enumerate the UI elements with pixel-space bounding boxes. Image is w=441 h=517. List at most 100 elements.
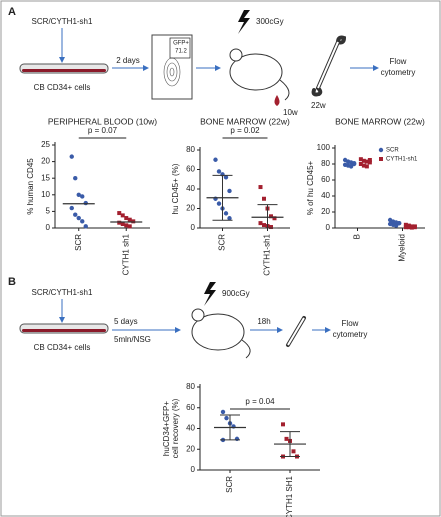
y-tick-label: 60: [186, 165, 195, 174]
readout: cytometry: [381, 68, 416, 77]
radiation-icon: [238, 10, 250, 34]
y-tick-label: 40: [321, 191, 330, 200]
data-point: [291, 449, 296, 454]
chart-title: PERIPHERAL BLOOD (10w): [48, 116, 157, 126]
y-tick-label: 40: [186, 184, 195, 193]
data-point: [393, 223, 399, 228]
step: 5 days: [114, 317, 138, 326]
contour: [169, 67, 175, 77]
x-tick-label: CYTH1-sh1: [263, 233, 272, 275]
data-point: [216, 169, 222, 174]
data-point: [117, 220, 122, 225]
y-tick-label: 20: [186, 444, 195, 453]
construct: SCR/CYTH1-sh1: [32, 17, 93, 26]
mouse-tail: [241, 339, 251, 359]
data-point: [269, 225, 273, 230]
gate-name: GFP+: [173, 41, 189, 47]
data-point: [284, 436, 289, 441]
data-point: [364, 159, 369, 164]
y-tick-label: 25: [41, 140, 50, 149]
data-point: [358, 157, 363, 162]
legend-label: CYTH1-sh1: [386, 157, 418, 163]
source: CB CD34+ cells: [34, 83, 91, 92]
data-point: [73, 212, 78, 217]
dose: 300cGy: [256, 17, 284, 26]
data-point: [127, 224, 132, 229]
time-blood: 10w: [283, 108, 298, 117]
data-point: [358, 162, 363, 166]
x-tick-label: Myeloid: [398, 234, 407, 262]
data-point: [131, 219, 136, 224]
data-point: [367, 160, 372, 165]
y-tick-label: 20: [186, 204, 195, 213]
data-point: [403, 225, 408, 230]
panel-a: A SCR/CYTH1-sh1 CB CD34+ cells 2 days GF…: [8, 6, 415, 117]
step: 2 days: [116, 56, 140, 65]
y-tick-label: 80: [186, 382, 195, 391]
mouse: [229, 53, 283, 91]
x-tick-label: CYTH1 sh1: [121, 233, 130, 275]
y-tick-label: 15: [41, 173, 50, 182]
y-tick-label: 60: [186, 403, 195, 412]
panel-label: A: [8, 6, 16, 18]
data-point: [412, 225, 417, 230]
data-point: [364, 164, 369, 169]
y-tick-label: 20: [41, 157, 50, 166]
annotation: p = 0.02: [230, 126, 260, 135]
y-tick-label: 20: [321, 207, 330, 216]
radiation-icon: [204, 282, 216, 306]
data-point: [227, 188, 232, 194]
flow-plot: [151, 34, 193, 100]
x-tick-label: SCR: [218, 234, 227, 251]
step: 5mln/NSG: [114, 335, 151, 344]
cell-layer: [22, 69, 106, 72]
y-tick-label: 60: [321, 175, 330, 184]
x-tick-label: SCR: [225, 476, 234, 493]
data-point: [348, 164, 354, 169]
data-point: [216, 201, 222, 206]
annotation: p = 0.07: [88, 126, 118, 135]
data-point: [220, 409, 226, 415]
data-point: [272, 216, 277, 221]
y-tick-label: 0: [191, 223, 196, 232]
data-point: [80, 194, 85, 199]
gate-value: 71.2: [175, 49, 187, 55]
readout: Flow: [390, 57, 407, 66]
x-tick-label: SCR: [74, 234, 83, 251]
data-point: [367, 158, 372, 162]
data-point: [120, 213, 125, 218]
data-point: [227, 216, 232, 221]
data-point: [73, 176, 78, 181]
data-point: [396, 221, 402, 226]
y-tick-label: 80: [321, 159, 330, 168]
data-point: [69, 154, 74, 159]
bone-inner: [317, 41, 339, 89]
legend-marker: [379, 157, 383, 161]
y-axis-label: % human CD45: [26, 158, 35, 215]
readout: Flow: [342, 319, 359, 328]
x-tick-label: CYTH1 SH1: [285, 475, 294, 517]
data-point: [127, 217, 132, 222]
data-point: [117, 211, 122, 216]
mouse-tail: [279, 79, 290, 101]
time: 18h: [257, 317, 270, 326]
data-point: [80, 219, 85, 224]
data-point: [406, 225, 411, 230]
data-point: [83, 224, 88, 229]
y-tick-label: 0: [326, 223, 331, 232]
readout: cytometry: [333, 330, 368, 339]
data-point: [224, 415, 229, 421]
data-point: [234, 436, 240, 442]
charts: 0 5 10 15 20 25 % human CD45 PERIPHERAL BLOOD (…: [26, 116, 425, 517]
y-tick-label: 10: [41, 190, 50, 199]
data-point: [281, 422, 285, 427]
data-point: [69, 205, 74, 211]
cell-layer: [22, 329, 106, 332]
contour: [166, 62, 178, 82]
data-point: [361, 163, 366, 168]
data-point: [124, 216, 129, 221]
panel-b: B SCR/CYTH1-sh1 CB CD34+ cells 5 days 5m…: [8, 276, 368, 359]
legend-marker: [378, 147, 384, 153]
